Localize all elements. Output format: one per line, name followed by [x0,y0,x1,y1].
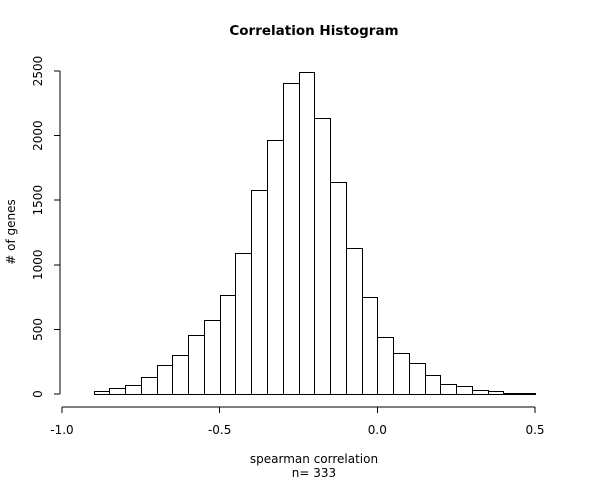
histogram-bar [472,390,489,395]
histogram-bar [141,377,158,395]
histogram-bar [157,365,173,395]
x-tick-label: -0.5 [208,423,231,437]
y-tick-label: 1000 [31,250,45,281]
chart-title: Correlation Histogram [229,23,398,39]
histogram-bar [94,391,110,395]
y-axis: 0 500 1000 1500 2000 2500 [31,56,61,398]
histogram-bar [283,83,300,395]
histogram-bar [488,391,504,395]
x-axis-sublabel: n= 333 [292,466,336,480]
x-axis: -1.0 -0.5 0.0 0.5 [50,406,545,437]
bars-group [94,72,536,395]
histogram-bar [251,190,268,395]
histogram-bar [456,386,473,395]
histogram-bar [393,353,410,395]
histogram-bar [314,118,331,395]
y-tick-label: 0 [31,390,45,398]
y-axis-label: # of genes [4,199,18,265]
x-tick-label: 0.5 [525,423,544,437]
y-tick-label: 2000 [31,120,45,151]
y-tick-label: 2500 [31,56,45,87]
x-tick-label: -1.0 [50,423,73,437]
x-axis-label: spearman correlation [250,452,378,466]
histogram-bar [267,140,284,395]
histogram-bar [125,385,142,395]
histogram-bar [188,335,205,395]
histogram-bar [204,320,221,395]
histogram-bar [330,182,347,395]
y-tick-label: 1500 [31,185,45,216]
histogram-bar [362,297,378,395]
histogram-bar [440,384,457,395]
histogram-bar [346,248,363,395]
histogram-bar [519,393,536,395]
histogram-bar [299,72,315,395]
histogram-bar [425,375,441,395]
x-tick-label: 0.0 [368,423,387,437]
histogram-bar [409,363,426,395]
y-tick-label: 500 [31,318,45,341]
histogram-bar [172,355,189,395]
histogram-bar [235,253,252,395]
histogram-bar [503,393,520,395]
histogram-bar [377,337,394,395]
histogram-bar [220,295,236,395]
histogram-bar [109,388,126,395]
